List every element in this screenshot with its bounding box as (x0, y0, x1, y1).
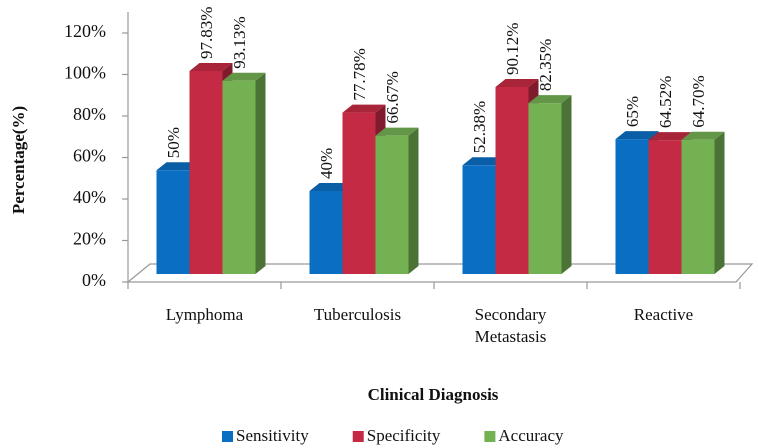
x-tick-label: Secondary Metastasis (474, 305, 547, 346)
bar-top (375, 127, 419, 136)
data-label: 40% (317, 148, 336, 179)
bar-side (408, 127, 419, 274)
floor (126, 263, 754, 283)
x-tick-label: Tuberculosis (313, 305, 402, 324)
data-label: 50% (164, 127, 183, 158)
legend-swatch (352, 431, 364, 442)
legend-label: Specificity (367, 426, 441, 445)
data-label: 65% (623, 96, 642, 127)
y-tick-label: 40% (73, 187, 106, 207)
bar-top (681, 131, 725, 140)
y-tick-label: 60% (73, 146, 106, 166)
bar-top (222, 72, 266, 81)
bar-top (342, 104, 386, 113)
x-tick-label: Reactive (633, 305, 694, 324)
bar (648, 140, 682, 274)
bar (342, 112, 376, 274)
bar-top (189, 63, 233, 72)
x-tick-label: Lymphoma (165, 305, 244, 324)
bar (189, 71, 223, 274)
data-label: 64.70% (689, 75, 708, 127)
data-label: 90.12% (503, 23, 522, 75)
legend-swatch (484, 431, 496, 442)
y-tick-label: 20% (73, 229, 106, 249)
bar-side (255, 72, 266, 274)
y-tick-label: 100% (64, 63, 106, 83)
bar (681, 139, 715, 274)
legend-label: Accuracy (498, 426, 564, 445)
bar (222, 80, 256, 274)
data-label: 97.83% (197, 7, 216, 59)
bar-top (528, 95, 572, 104)
bar-top (309, 183, 353, 191)
data-label: 77.78% (350, 48, 369, 100)
bar-side (561, 95, 572, 274)
y-tick-label: 120% (64, 21, 106, 41)
y-tick-label: 80% (73, 104, 106, 124)
bar (495, 87, 529, 274)
bar-top (615, 131, 659, 140)
data-label: 82.35% (536, 39, 555, 91)
bar-top (648, 132, 692, 141)
legend-swatch (222, 431, 233, 442)
bar (462, 165, 496, 274)
bar (528, 103, 562, 274)
y-axis-title: Percentage(%) (9, 106, 28, 214)
x-axis-title: Clinical Diagnosis (368, 385, 499, 404)
data-label: 93.13% (230, 16, 249, 68)
bar-side (714, 131, 725, 274)
bar-top (156, 162, 200, 171)
bar (615, 139, 649, 274)
legend-label: Sensitivity (236, 426, 309, 445)
y-tick-label: 0% (82, 270, 106, 290)
data-label: 66.67% (383, 71, 402, 123)
data-label: 52.38% (470, 101, 489, 153)
bar (375, 135, 409, 274)
bar (156, 170, 190, 274)
data-label: 64.52% (656, 76, 675, 128)
bar-top (462, 157, 506, 166)
bar (309, 191, 343, 274)
bar-top (495, 79, 539, 88)
